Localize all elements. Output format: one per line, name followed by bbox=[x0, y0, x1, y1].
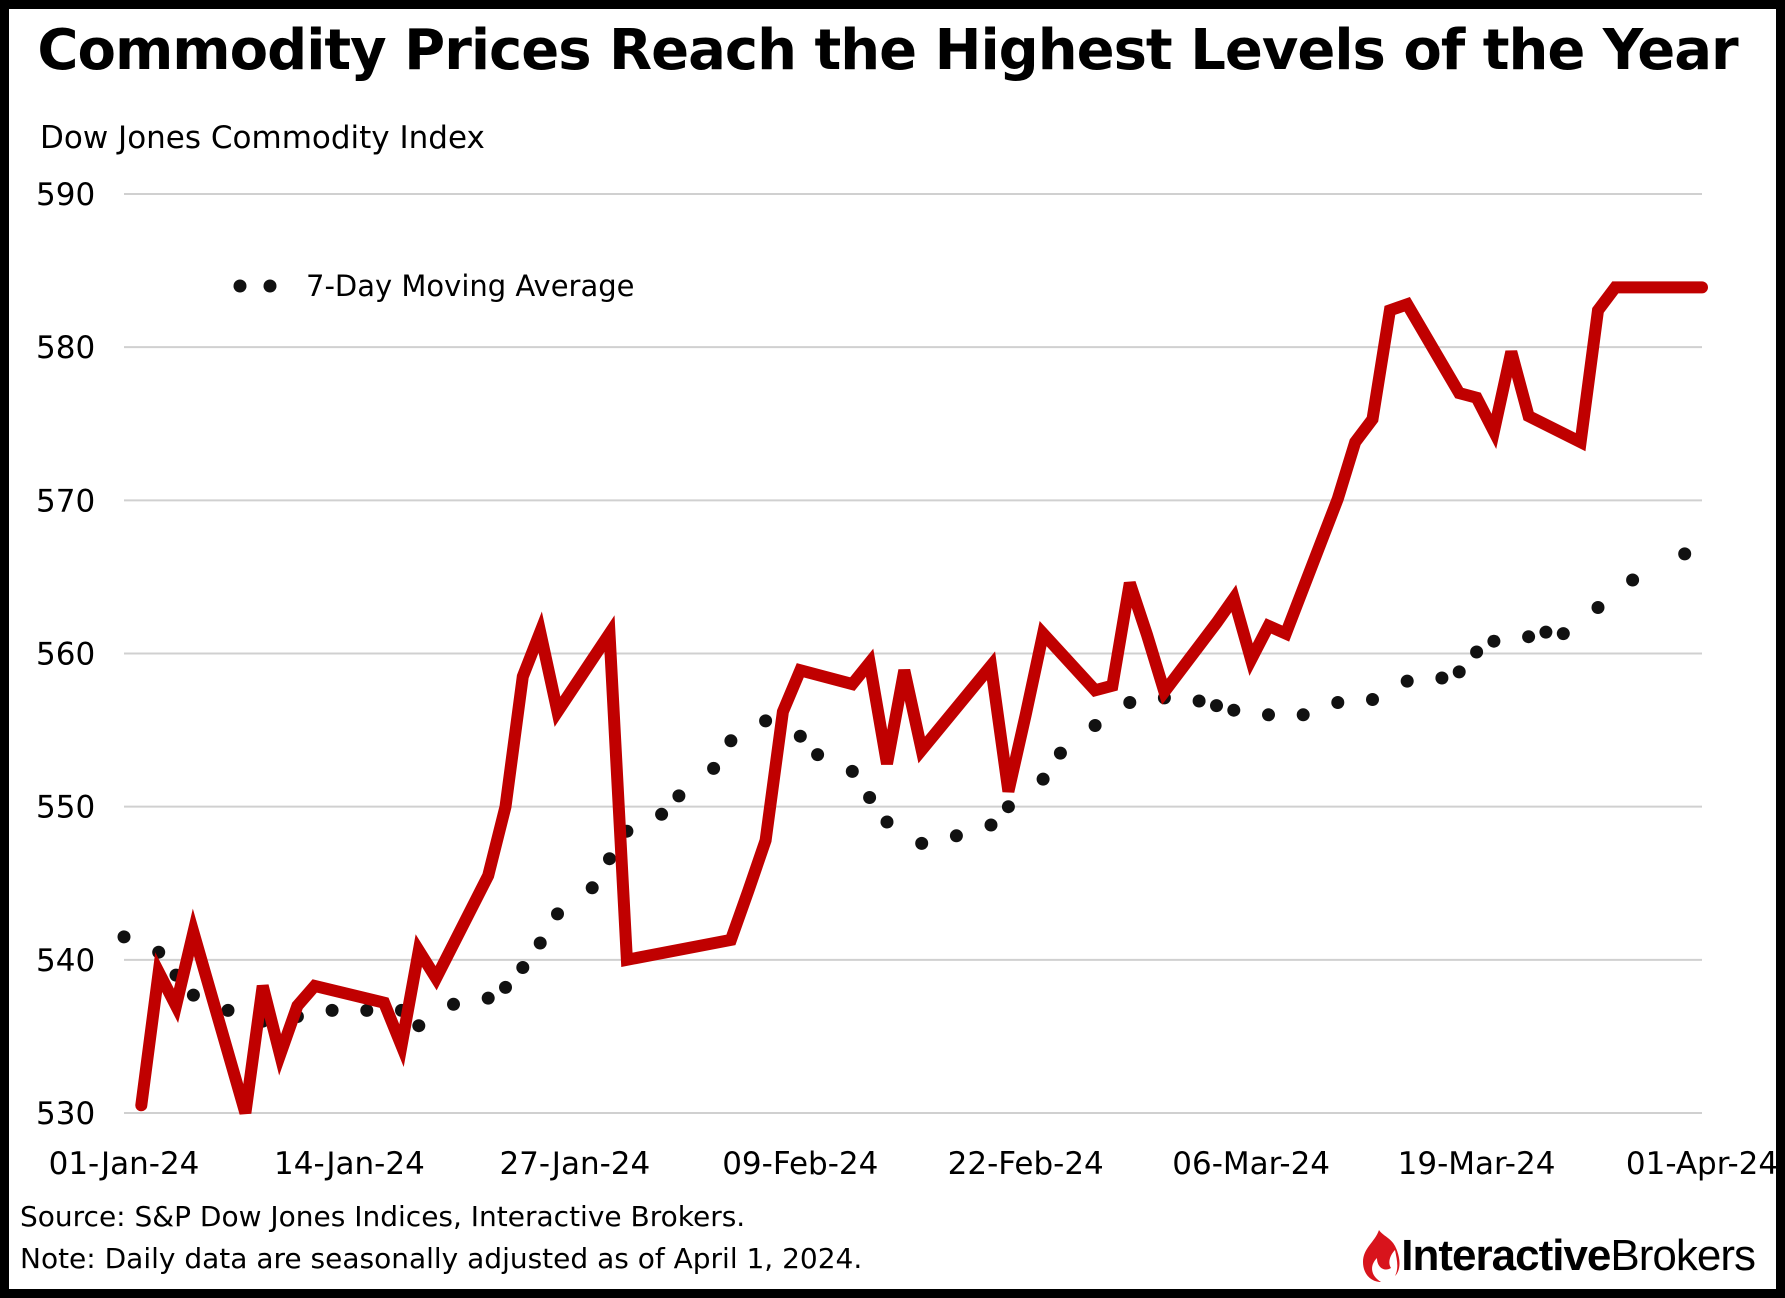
x-tick-label: 19-Mar-24 bbox=[1398, 1146, 1556, 1182]
x-tick-label: 27-Jan-24 bbox=[499, 1146, 650, 1182]
moving-average-point bbox=[481, 991, 495, 1005]
moving-average-point bbox=[811, 748, 825, 762]
legend-marker bbox=[263, 279, 277, 293]
moving-average-point bbox=[499, 980, 512, 994]
y-tick-label: 530 bbox=[36, 1096, 95, 1132]
moving-average-point bbox=[551, 907, 564, 921]
data-note: Note: Daily data are seasonally adjusted… bbox=[20, 1242, 863, 1275]
chart-frame bbox=[5, 5, 1780, 1293]
moving-average-point bbox=[1522, 630, 1536, 644]
moving-average-point bbox=[1088, 719, 1102, 732]
moving-average-point bbox=[759, 714, 773, 728]
logo-part1: Interactive bbox=[1401, 1231, 1611, 1280]
moving-average-point bbox=[603, 852, 616, 866]
moving-average-point bbox=[1001, 800, 1015, 814]
moving-average-point bbox=[1227, 703, 1241, 717]
moving-average-point bbox=[1400, 674, 1414, 688]
y-axis-label: Dow Jones Commodity Index bbox=[40, 120, 485, 156]
y-tick-label: 570 bbox=[36, 483, 95, 519]
moving-average-point bbox=[863, 791, 877, 804]
moving-average-point bbox=[585, 881, 599, 895]
moving-average-point bbox=[412, 1019, 426, 1033]
moving-average-point bbox=[221, 1003, 235, 1017]
moving-average-point bbox=[1470, 645, 1484, 659]
moving-average-point bbox=[1591, 601, 1605, 614]
logo-wordmark: InteractiveBrokers bbox=[1401, 1231, 1756, 1281]
moving-average-point bbox=[1192, 694, 1206, 708]
moving-average-point bbox=[655, 807, 669, 821]
ib-flame-icon bbox=[1363, 1230, 1400, 1282]
legend-marker bbox=[233, 279, 247, 293]
moving-average-point bbox=[1210, 699, 1223, 713]
moving-average-point bbox=[707, 761, 721, 775]
y-tick-label: 580 bbox=[36, 330, 95, 366]
gridlines bbox=[124, 193, 1702, 1114]
x-tick-label: 06-Mar-24 bbox=[1172, 1146, 1330, 1182]
y-tick-labels: 530 540 550 560 570 580 590 bbox=[36, 177, 95, 1132]
moving-average-point bbox=[533, 936, 547, 950]
moving-average-point bbox=[1296, 708, 1310, 722]
moving-average-point bbox=[1626, 573, 1640, 587]
moving-average-point bbox=[793, 729, 807, 743]
moving-average-point bbox=[845, 764, 859, 778]
moving-average-point bbox=[1366, 693, 1379, 706]
moving-average-point bbox=[186, 988, 200, 1002]
moving-average-point bbox=[1452, 665, 1466, 679]
moving-average-point bbox=[672, 789, 686, 803]
moving-average-point bbox=[1123, 696, 1137, 709]
moving-average-point bbox=[949, 829, 963, 843]
moving-average-point bbox=[984, 818, 998, 832]
moving-average-point bbox=[915, 836, 929, 850]
moving-average-point bbox=[1556, 627, 1570, 641]
x-tick-labels: 01-Jan-24 14-Jan-24 27-Jan-24 09-Feb-24 22-F… bbox=[49, 1146, 1779, 1182]
y-tick-label: 550 bbox=[36, 790, 95, 826]
y-tick-label: 590 bbox=[36, 177, 95, 213]
moving-average-point bbox=[1678, 547, 1692, 561]
moving-average-point bbox=[724, 734, 738, 748]
x-tick-label: 22-Feb-24 bbox=[948, 1146, 1104, 1182]
moving-average-point bbox=[447, 997, 460, 1011]
source-note: Source: S&P Dow Jones Indices, Interacti… bbox=[20, 1200, 746, 1233]
moving-average-point bbox=[1435, 671, 1449, 685]
moving-average-point bbox=[1487, 634, 1501, 648]
logo-part2: Brokers bbox=[1610, 1231, 1756, 1280]
legend-label: 7-Day Moving Average bbox=[306, 269, 634, 303]
interactive-brokers-logo: InteractiveBrokers bbox=[1357, 1228, 1756, 1284]
moving-average-point bbox=[360, 1003, 374, 1017]
legend: 7-Day Moving Average bbox=[233, 269, 634, 303]
moving-average-point bbox=[325, 1003, 339, 1017]
y-tick-label: 540 bbox=[36, 943, 95, 979]
y-tick-label: 560 bbox=[36, 637, 95, 673]
moving-average-point bbox=[516, 961, 530, 974]
moving-average-point bbox=[1539, 625, 1553, 639]
x-tick-label: 09-Feb-24 bbox=[722, 1146, 878, 1182]
moving-average-point bbox=[1036, 772, 1050, 786]
index-series-line bbox=[135, 281, 1708, 1115]
moving-average-point bbox=[880, 815, 894, 829]
x-tick-label: 01-Jan-24 bbox=[49, 1146, 200, 1182]
moving-average-series bbox=[117, 547, 1692, 1033]
chart-title: Commodity Prices Reach the Highest Level… bbox=[37, 18, 1738, 83]
moving-average-point bbox=[1053, 746, 1067, 760]
moving-average-point bbox=[1331, 696, 1345, 709]
x-tick-label: 14-Jan-24 bbox=[274, 1146, 425, 1182]
moving-average-point bbox=[152, 945, 166, 959]
moving-average-point bbox=[117, 930, 131, 944]
moving-average-point bbox=[1262, 708, 1275, 722]
x-tick-label: 01-Apr-24 bbox=[1626, 1146, 1778, 1182]
